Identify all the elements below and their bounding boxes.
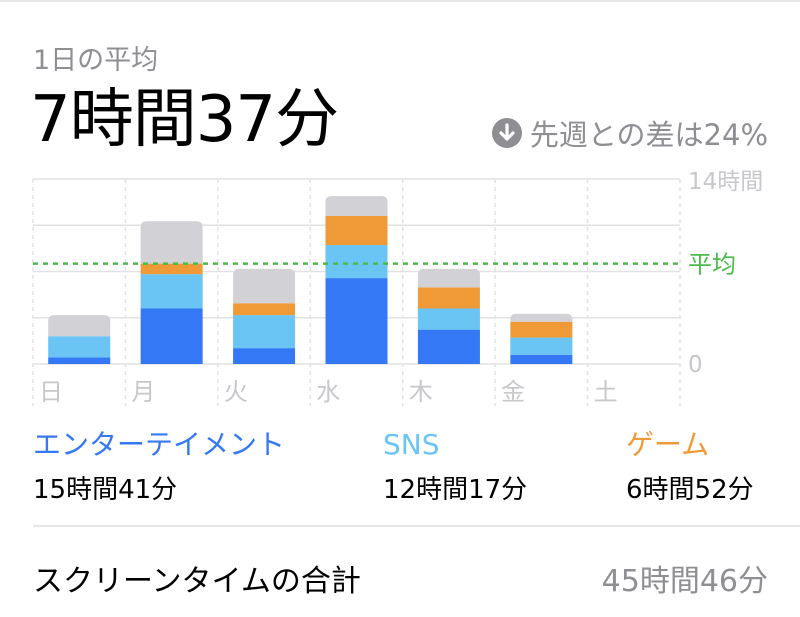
week-comparison-text: 先週との差は24% xyxy=(529,118,768,152)
y-tick-label-max: 14時間 xyxy=(688,169,763,195)
legend-entertainment[interactable]: エンターテイメント 15時間41分 xyxy=(33,428,285,506)
x-tick-label: 金 xyxy=(501,378,525,406)
total-screen-time-value: 45時間46分 xyxy=(601,564,768,599)
bar-segment-1 xyxy=(417,308,480,330)
legend-game[interactable]: ゲーム 6時間52分 xyxy=(626,428,754,506)
average-label: 平均 xyxy=(688,251,736,279)
bar-segment-3 xyxy=(233,268,296,304)
bar-segment-2 xyxy=(510,321,573,338)
bar-火[interactable] xyxy=(233,268,296,364)
legend-sns-name: SNS xyxy=(383,428,440,461)
bar-segment-0 xyxy=(325,278,388,364)
daily-average-value: 7時間37分 xyxy=(30,83,339,157)
legend-game-name: ゲーム xyxy=(626,428,710,461)
bar-segment-0 xyxy=(48,357,111,364)
bar-segment-0 xyxy=(233,348,296,364)
legend-entertainment-name: エンターテイメント xyxy=(33,428,286,461)
legend-game-value: 6時間52分 xyxy=(626,475,754,505)
bar-segment-2 xyxy=(140,263,203,275)
usage-chart[interactable]: 日 月 火 水 木 金 土 平均 14時間 0 xyxy=(0,165,800,415)
bar-segment-3 xyxy=(325,196,388,216)
bar-segment-1 xyxy=(510,337,573,355)
week-comparison: 先週との差は24% xyxy=(491,112,768,154)
bar-segment-1 xyxy=(48,336,111,358)
bar-segment-2 xyxy=(325,216,388,246)
bar-segment-3 xyxy=(510,313,573,322)
bar-金[interactable] xyxy=(510,313,573,364)
bar-月[interactable] xyxy=(140,221,203,364)
bar-segment-0 xyxy=(417,329,480,364)
x-tick-label: 日 xyxy=(39,378,63,406)
bar-segment-1 xyxy=(325,245,388,279)
x-tick-label: 火 xyxy=(224,378,248,406)
bar-segment-1 xyxy=(140,274,203,309)
bar-水[interactable] xyxy=(325,196,388,364)
daily-average-label: 1日の平均 xyxy=(33,45,159,76)
bar-segment-0 xyxy=(140,308,203,364)
bar-segment-3 xyxy=(48,315,111,337)
x-tick-label: 水 xyxy=(316,378,340,406)
bar-segment-1 xyxy=(233,315,296,349)
bar-木[interactable] xyxy=(417,268,480,364)
x-tick-label: 月 xyxy=(131,378,155,406)
bar-日[interactable] xyxy=(48,315,111,364)
x-tick-label: 土 xyxy=(594,378,618,406)
top-divider xyxy=(0,0,800,2)
bar-segment-3 xyxy=(140,221,203,264)
y-tick-label-min: 0 xyxy=(688,352,703,378)
legend-sns[interactable]: SNS 12時間17分 xyxy=(383,428,527,506)
bar-segment-2 xyxy=(417,287,480,309)
arrow-down-circle-icon xyxy=(491,118,522,148)
x-tick-label: 木 xyxy=(409,378,433,406)
bar-segment-0 xyxy=(510,354,573,364)
legend-entertainment-value: 15時間41分 xyxy=(33,475,178,505)
legend-sns-value: 12時間17分 xyxy=(383,475,528,505)
total-screen-time-label: スクリーンタイムの合計 xyxy=(33,564,361,599)
bar-segment-3 xyxy=(417,268,480,288)
section-divider xyxy=(33,525,800,527)
bar-segment-2 xyxy=(233,303,296,316)
